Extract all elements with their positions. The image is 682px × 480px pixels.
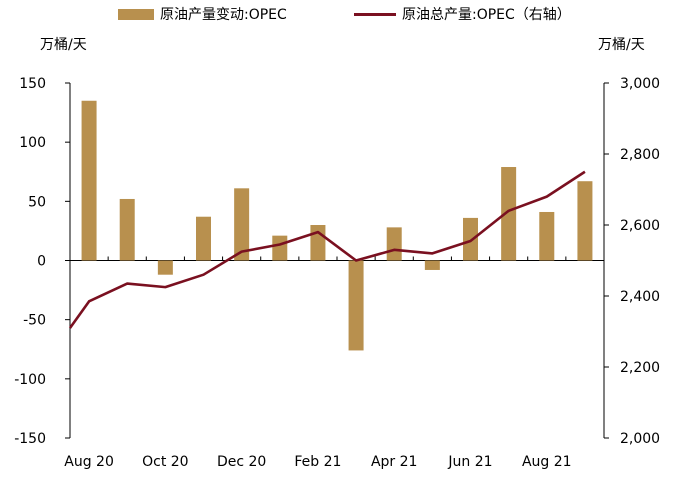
x-tick-label: Feb 21 (294, 454, 341, 470)
bar (234, 188, 250, 261)
x-tick-label: Apr 21 (371, 454, 417, 470)
total-output-line (68, 170, 586, 329)
bar (501, 167, 517, 261)
right-tick-label: 2,600 (620, 218, 660, 234)
bar (386, 227, 402, 261)
right-tick-label: 3,000 (620, 76, 660, 92)
bar (119, 198, 135, 261)
bar (463, 217, 478, 261)
right-tick-label: 2,000 (620, 431, 660, 447)
legend-swatch-bar (118, 8, 154, 20)
left-tick-label: 0 (37, 254, 46, 270)
x-tick-label: Jun 21 (447, 454, 492, 470)
left-axis-unit: 万桶/天 (40, 37, 87, 53)
legend-swatch-line (354, 12, 396, 16)
legend-item-line: 原油总产量:OPEC（右轴） (354, 4, 571, 24)
left-tick-label: 150 (19, 76, 46, 92)
left-tick-label: 50 (28, 194, 46, 210)
right-tick-label: 2,200 (620, 360, 660, 376)
legend: 原油产量变动:OPEC 原油总产量:OPEC（右轴） (0, 4, 682, 28)
bar (157, 260, 173, 275)
bar (348, 260, 364, 351)
x-tick-label: Aug 21 (522, 454, 572, 470)
left-tick-label: -150 (14, 431, 46, 447)
bar (539, 211, 555, 261)
legend-label-bar: 原油产量变动:OPEC (160, 7, 287, 23)
left-tick-label: 100 (19, 135, 46, 151)
x-tick-label: Oct 20 (142, 454, 188, 470)
legend-item-bar: 原油产量变动:OPEC (118, 4, 287, 24)
bar (424, 260, 440, 270)
bar (81, 100, 97, 261)
legend-label-line: 原油总产量:OPEC（右轴） (402, 7, 571, 23)
bar (310, 225, 326, 261)
bar (577, 181, 593, 261)
right-tick-label: 2,800 (620, 147, 660, 163)
left-tick-label: -50 (23, 313, 46, 329)
bar (272, 235, 288, 261)
right-axis-unit: 万桶/天 (598, 37, 645, 53)
x-tick-label: Aug 20 (64, 454, 114, 470)
bar (196, 216, 211, 261)
x-tick-label: Dec 20 (217, 454, 266, 470)
left-tick-label: -100 (14, 372, 46, 388)
right-tick-label: 2,400 (620, 289, 660, 305)
